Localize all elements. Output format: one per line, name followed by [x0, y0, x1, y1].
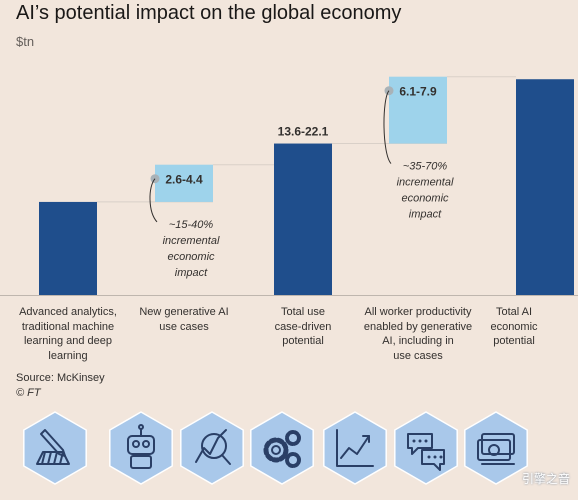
data-label-2: 2.6-4.4	[165, 173, 203, 187]
icon-strip	[23, 411, 528, 485]
category-label: All worker productivity enabled by genera…	[363, 306, 473, 362]
category-label: Total use case-driven potential	[274, 306, 332, 347]
category-label: New generative AI use cases	[139, 306, 229, 333]
source-text: Source: McKinsey	[16, 372, 105, 384]
annotation-text: impact	[175, 267, 208, 279]
y-axis-unit: $tn	[16, 34, 35, 49]
annotation-text: ~35-70%	[403, 161, 448, 173]
annotation-text: economic	[167, 251, 215, 263]
robot-icon	[109, 411, 173, 485]
magnifier-chart-icon	[180, 411, 244, 485]
data-label-4: 6.1-7.9	[399, 85, 437, 99]
pencil-drawing-icon	[23, 411, 87, 485]
category-label: Advanced analytics, traditional machine le…	[19, 306, 117, 362]
watermark-text: 引擎之音	[521, 472, 570, 486]
annotation-text: incremental	[397, 177, 454, 189]
chat-bubbles-icon	[394, 411, 458, 485]
annotation-text: economic	[401, 193, 449, 205]
bar-1	[39, 201, 97, 295]
bar-2	[155, 164, 213, 202]
money-icon	[464, 411, 528, 485]
bar-4	[389, 76, 447, 144]
annotation-bracket	[383, 90, 392, 164]
source-note: Source: McKinsey © FT	[16, 371, 105, 401]
data-label-3: 13.6-22.1	[278, 125, 329, 139]
bar-5	[516, 79, 574, 295]
bar-3	[274, 143, 332, 295]
gears-icon	[250, 411, 314, 485]
copyright-text: © FT	[16, 387, 41, 399]
trend-chart-icon	[323, 411, 387, 485]
annotation-text: impact	[409, 209, 442, 221]
category-label: Total AI economic potential	[490, 306, 538, 347]
annotation-text: incremental	[163, 235, 220, 247]
annotation-text: ~15-40%	[169, 219, 214, 231]
annotation-bracket	[149, 178, 158, 223]
waterfall-chart: 2.6-4.4 13.6-22.1 6.1-7.9 ~15-40% incrementa…	[0, 76, 578, 296]
chart-title: AI’s potential impact on the global econ…	[16, 2, 402, 24]
